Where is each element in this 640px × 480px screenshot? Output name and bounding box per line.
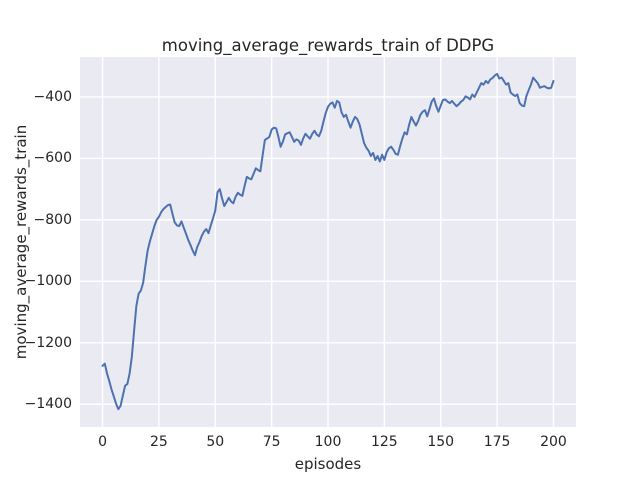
y-tick-label: −1000 [24, 273, 72, 290]
y-axis-label: moving_average_rewards_train [12, 124, 30, 360]
chart-title: moving_average_rewards_train of DDPG [161, 36, 495, 55]
data-line [101, 72, 555, 411]
x-tick-label: 25 [149, 434, 168, 450]
x-tick-label: 50 [206, 434, 225, 450]
y-tick-label: −800 [33, 211, 72, 228]
x-tick-label: 0 [98, 434, 107, 450]
x-tick-label: 75 [262, 434, 281, 450]
x-tick-label: 175 [483, 434, 511, 450]
x-tick-label: 150 [427, 434, 455, 450]
y-tick-label: −600 [33, 150, 72, 167]
y-tick-label: −1400 [24, 396, 72, 413]
y-tick-label: −400 [33, 88, 72, 105]
x-tick-labels: 0 25 50 75 100 125 150 175 200 [0, 434, 640, 452]
x-tick-label: 100 [314, 434, 342, 450]
gridlines [80, 57, 576, 427]
x-axis-label: episodes [294, 455, 362, 473]
x-tick-label: 125 [370, 434, 398, 450]
plot-canvas [80, 57, 576, 427]
x-tick-label: 200 [540, 434, 567, 450]
y-tick-label: −1200 [24, 334, 72, 351]
plot-area [80, 57, 576, 427]
